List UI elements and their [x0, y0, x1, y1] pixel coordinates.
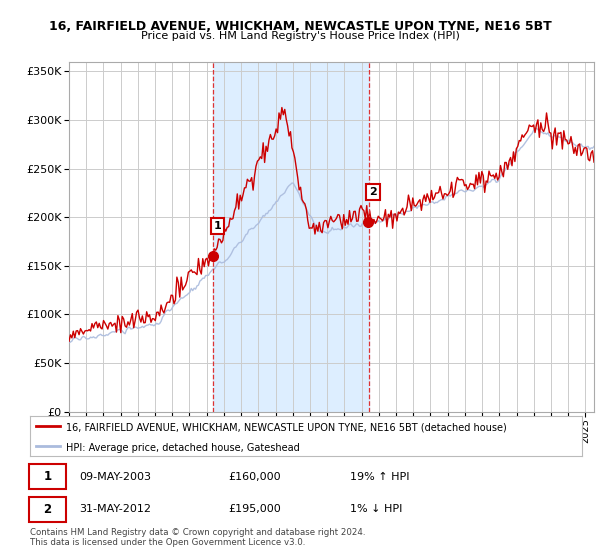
Text: £195,000: £195,000: [229, 505, 281, 515]
Text: 19% ↑ HPI: 19% ↑ HPI: [350, 472, 410, 482]
Text: 1: 1: [214, 221, 221, 231]
Text: 09-MAY-2003: 09-MAY-2003: [80, 472, 152, 482]
Text: Contains HM Land Registry data © Crown copyright and database right 2024.
This d: Contains HM Land Registry data © Crown c…: [30, 528, 365, 547]
FancyBboxPatch shape: [29, 464, 67, 489]
Text: 1: 1: [44, 470, 52, 483]
Text: £160,000: £160,000: [229, 472, 281, 482]
Text: 2: 2: [44, 503, 52, 516]
Text: 2: 2: [369, 187, 377, 197]
Text: 16, FAIRFIELD AVENUE, WHICKHAM, NEWCASTLE UPON TYNE, NE16 5BT: 16, FAIRFIELD AVENUE, WHICKHAM, NEWCASTL…: [49, 20, 551, 32]
FancyBboxPatch shape: [29, 497, 67, 522]
Text: Price paid vs. HM Land Registry's House Price Index (HPI): Price paid vs. HM Land Registry's House …: [140, 31, 460, 41]
Text: 1% ↓ HPI: 1% ↓ HPI: [350, 505, 403, 515]
Text: HPI: Average price, detached house, Gateshead: HPI: Average price, detached house, Gate…: [66, 442, 299, 452]
Bar: [213, 62, 368, 412]
Text: 31-MAY-2012: 31-MAY-2012: [80, 505, 152, 515]
Text: 16, FAIRFIELD AVENUE, WHICKHAM, NEWCASTLE UPON TYNE, NE16 5BT (detached house): 16, FAIRFIELD AVENUE, WHICKHAM, NEWCASTL…: [66, 422, 506, 432]
